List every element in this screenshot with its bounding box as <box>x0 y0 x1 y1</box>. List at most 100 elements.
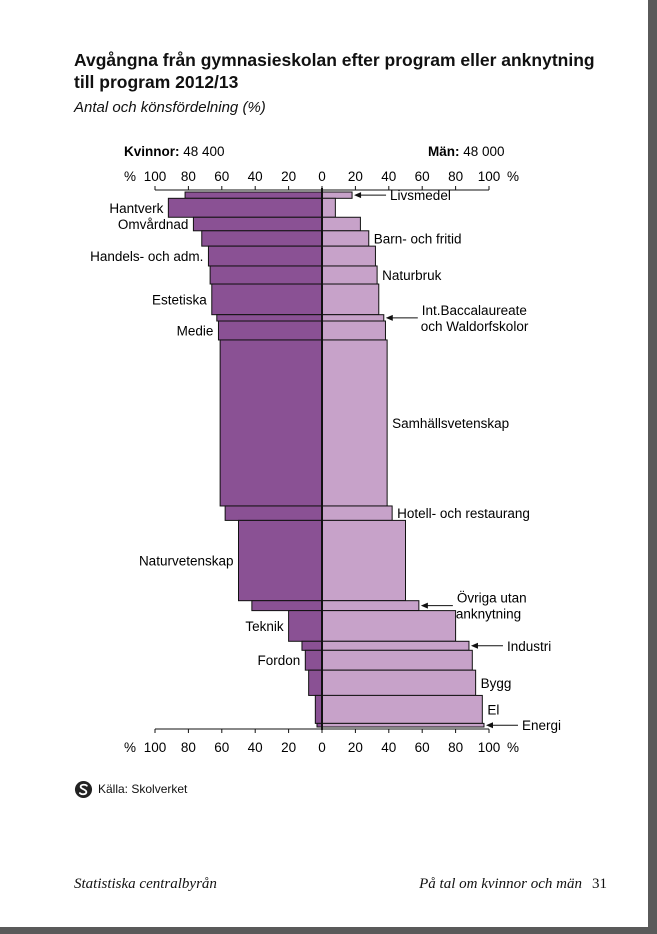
bar-men <box>321 245 376 267</box>
category-label: Estetiska <box>152 292 207 307</box>
population-pyramid-chart: Kvinnor: 48 400 Män: 48 000% % 100 80 60 40 20 0… <box>90 144 561 755</box>
x-tick-label-top: 60 <box>214 169 229 184</box>
x-tick-label-top: 80 <box>181 169 196 184</box>
category-label-line: Bygg <box>481 676 512 691</box>
bar-women <box>167 197 323 218</box>
chart-title: Avgångna från gymnasieskolan efter progr… <box>74 50 595 92</box>
footer-publisher: Statistiska centralbyrån <box>74 876 217 892</box>
bar-women <box>207 245 323 267</box>
category-label: Barn- och fritid <box>374 231 462 246</box>
category-label: Bygg <box>481 676 512 691</box>
x-tick-label-bottom: 20 <box>281 740 296 755</box>
bar-women <box>308 669 323 696</box>
bar-women <box>211 283 323 316</box>
bar-men <box>321 600 420 612</box>
bar-women <box>184 191 323 199</box>
bar-men <box>321 265 378 285</box>
category-label: Energi <box>522 718 561 733</box>
category-label: Övriga utan anknytning <box>456 591 527 622</box>
bar-women <box>219 339 323 507</box>
bar-women <box>224 505 323 521</box>
scb-logo-icon <box>74 780 93 798</box>
source-note: Källa: Skolverket <box>74 779 187 799</box>
bar-men <box>321 216 361 232</box>
category-label: Industri <box>507 639 551 654</box>
category-label-line: Industri <box>507 639 551 654</box>
x-tick-label-bottom: 20 <box>348 740 363 755</box>
x-tick-label-bottom: 100 <box>144 740 167 755</box>
category-label: Teknik <box>245 619 284 634</box>
x-tick-label-top: 20 <box>348 169 363 184</box>
bar-men <box>321 722 485 728</box>
category-label-line: Livsmedel <box>390 188 451 203</box>
x-tick-label-top: 100 <box>144 169 167 184</box>
category-label-line: Samhällsvetenskap <box>392 416 509 431</box>
bar-men <box>321 694 483 724</box>
label-leader-arrowhead <box>420 602 428 609</box>
bar-women <box>251 600 323 612</box>
x-tick-label-top: 60 <box>415 169 430 184</box>
label-leader-arrowhead <box>470 642 478 649</box>
category-label: Handels- och adm. <box>90 249 203 264</box>
bar-women <box>301 640 323 651</box>
category-label-line: Övriga utan <box>457 591 527 606</box>
bar-men <box>321 191 353 199</box>
x-tick-label-top: 40 <box>248 169 263 184</box>
bar-men <box>321 519 406 602</box>
bar-men <box>321 197 336 218</box>
bar-women <box>314 694 323 724</box>
page-frame-bottom <box>0 927 657 934</box>
bar-men <box>321 669 477 696</box>
category-label: Medie <box>177 323 214 338</box>
category-label: El <box>487 702 499 717</box>
category-label: Livsmedel <box>390 188 451 203</box>
category-label-line: Hotell- och restaurang <box>397 506 530 521</box>
x-tick-label-bottom: 40 <box>381 740 396 755</box>
bar-women <box>217 320 323 341</box>
category-label: Samhällsvetenskap <box>392 416 509 431</box>
bar-women <box>238 519 323 602</box>
x-tick-label-top: 80 <box>448 169 463 184</box>
x-tick-label-bottom: 80 <box>448 740 463 755</box>
bar-men <box>321 283 380 316</box>
men-group-name: Män: <box>428 144 460 159</box>
bar-men <box>321 230 370 247</box>
bar-women <box>216 314 323 322</box>
x-tick-label-bottom: 60 <box>415 740 430 755</box>
label-leader-arrowhead <box>485 722 493 729</box>
x-tick-label-top: 100 <box>478 169 501 184</box>
category-label: Fordon <box>258 653 301 668</box>
axis-unit-right-top: % <box>507 169 519 184</box>
page-frame-right <box>648 0 657 934</box>
category-label-line: Int.Baccalaureate <box>422 303 527 318</box>
category-label-line: El <box>487 702 499 717</box>
men-group-label: Män: 48 000 <box>428 144 505 159</box>
category-label: Hantverk <box>109 201 163 216</box>
x-tick-label-top: 40 <box>381 169 396 184</box>
label-leader-arrowhead <box>385 314 393 321</box>
axis-unit-right-bottom: % <box>507 740 519 755</box>
x-tick-label-top: 0 <box>318 169 326 184</box>
category-label: Omvårdnad <box>118 217 189 232</box>
women-group-name: Kvinnor: <box>124 144 180 159</box>
chart-subtitle: Antal och könsfördelning (%) <box>74 99 266 116</box>
x-tick-label-top: 20 <box>281 169 296 184</box>
label-leader-arrowhead <box>354 192 362 199</box>
bar-men <box>321 320 386 341</box>
axis-unit-left-bottom: % <box>124 740 136 755</box>
source-text: Källa: Skolverket <box>98 782 188 796</box>
category-label: Naturbruk <box>382 268 442 283</box>
bar-men <box>321 339 388 507</box>
bar-women <box>304 649 323 671</box>
category-label-line: och Waldorfskolor <box>421 319 529 334</box>
axis-unit-left-top: % <box>124 169 136 184</box>
bar-women <box>201 230 323 247</box>
bar-men <box>321 640 470 651</box>
category-label-line: anknytning <box>456 607 521 622</box>
category-label: Naturvetenskap <box>139 554 234 569</box>
footer-publication-title: På tal om kvinnor och män <box>419 876 582 892</box>
bar-women <box>209 265 323 285</box>
category-label-line: Barn- och fritid <box>374 231 462 246</box>
women-group-total: 48 400 <box>180 144 225 159</box>
footer-publication: På tal om kvinnor och män 31 <box>419 876 607 893</box>
